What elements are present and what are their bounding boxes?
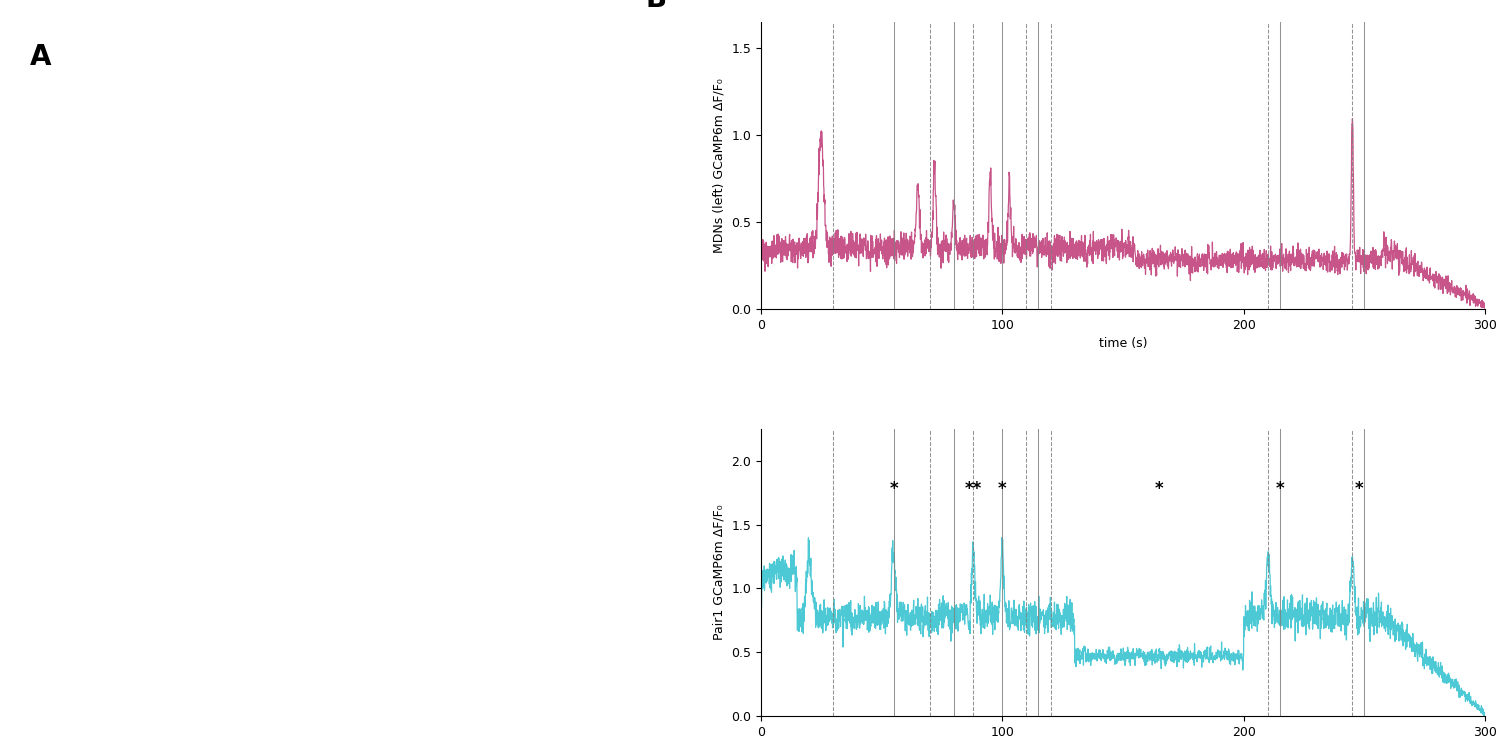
Text: B: B	[645, 0, 666, 13]
Text: A: A	[30, 43, 51, 71]
Text: *: *	[1354, 480, 1364, 498]
Y-axis label: Pair1 GCaMP6m ΔF/F₀: Pair1 GCaMP6m ΔF/F₀	[712, 505, 726, 641]
Text: *: *	[890, 480, 898, 498]
Text: **: **	[964, 480, 982, 498]
Text: *: *	[1155, 480, 1164, 498]
X-axis label: time (s): time (s)	[1098, 337, 1148, 350]
Text: *: *	[998, 480, 1006, 498]
Text: *: *	[1275, 480, 1284, 498]
Y-axis label: MDNs (left) GCaMP6m ΔF/F₀: MDNs (left) GCaMP6m ΔF/F₀	[712, 78, 726, 253]
